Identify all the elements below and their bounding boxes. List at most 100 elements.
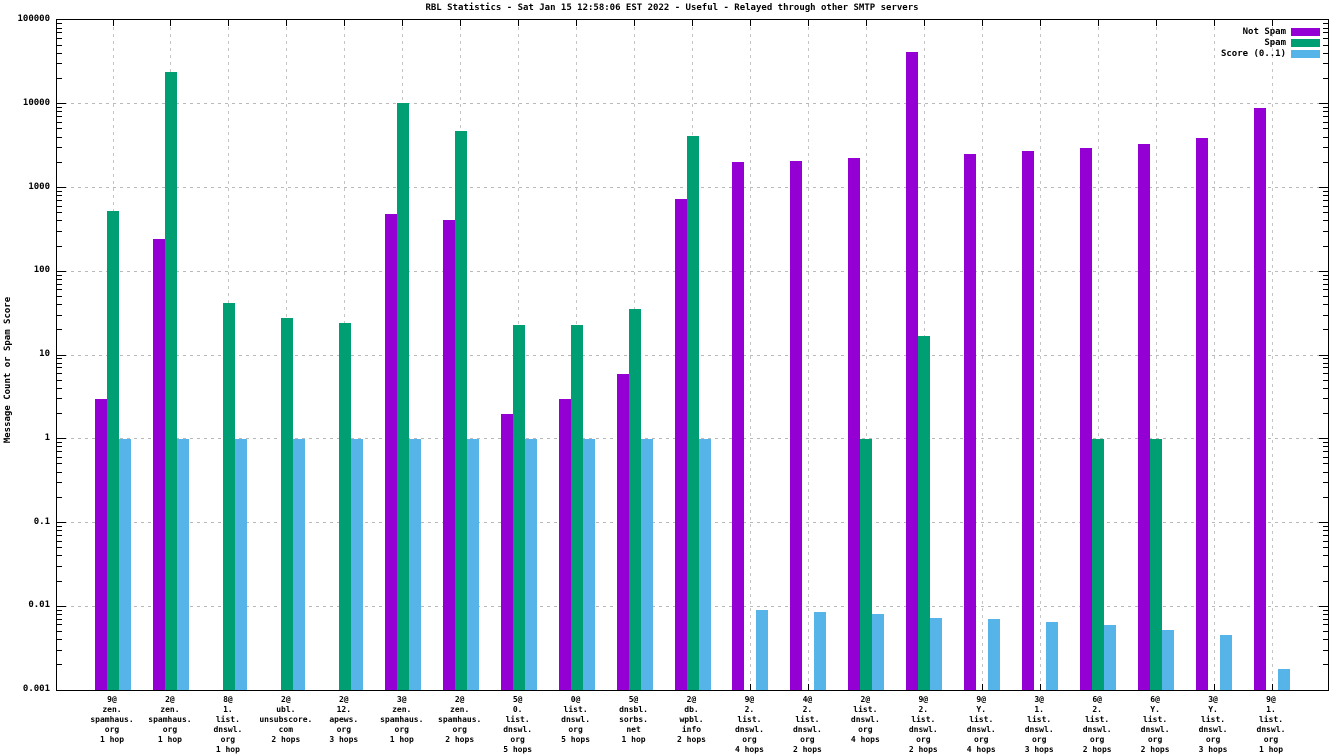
y-minor-tick-left	[57, 555, 62, 557]
legend-swatch	[1291, 28, 1320, 36]
y-minor-tick-left	[57, 446, 62, 448]
x-tick-bottom	[1271, 684, 1273, 690]
y-minor-tick-left	[57, 63, 62, 65]
bar-score-0-1	[756, 610, 769, 690]
bar-not-spam	[1196, 137, 1209, 690]
y-minor-tick-left	[57, 295, 62, 297]
x-gridline	[981, 20, 983, 690]
y-tick-label: 10000	[22, 97, 50, 108]
y-minor-tick-left	[57, 373, 62, 375]
y-minor-tick-right	[1323, 367, 1328, 369]
bar-score-0-1	[640, 438, 653, 690]
y-tick-label: 100	[33, 265, 50, 276]
x-category-label: 5@ dnsbl. sorbs. net 1 hop	[619, 695, 648, 744]
x-gridline	[1155, 20, 1157, 690]
bar-not-spam	[1022, 151, 1035, 690]
y-tick-label: 100000	[17, 14, 50, 24]
y-minor-tick-left	[57, 278, 62, 280]
bar-not-spam	[1254, 107, 1266, 690]
y-minor-tick-left	[57, 44, 62, 46]
y-minor-tick-right	[1323, 373, 1328, 375]
y-minor-tick-right	[1323, 555, 1328, 557]
x-category-label: 2@ zen. spamhaus. org 1 hop	[148, 695, 192, 744]
x-category-label: 2@ zen. spamhaus. org 2 hops	[438, 695, 482, 744]
y-minor-tick-right	[1323, 212, 1328, 214]
y-minor-tick-right	[1323, 456, 1328, 458]
y-minor-tick-left	[57, 283, 62, 285]
bar-score-0-1	[814, 612, 827, 690]
x-category-label: 2@ db. wpbl. info 2 hops	[677, 695, 706, 744]
plot-area	[56, 19, 1329, 691]
x-gridline	[1271, 20, 1273, 690]
x-tick-bottom	[1213, 684, 1215, 690]
y-minor-tick-right	[1323, 32, 1328, 34]
y-minor-tick-right	[1323, 314, 1328, 316]
bar-score-0-1	[234, 438, 247, 690]
x-category-label: 9@ zen. spamhaus. org 1 hop	[90, 695, 134, 744]
y-minor-tick-right	[1323, 52, 1328, 54]
y-minor-tick-right	[1323, 23, 1328, 25]
x-tick-top	[1213, 20, 1215, 26]
bar-not-spam	[848, 158, 861, 690]
y-minor-tick-left	[57, 205, 62, 207]
y-minor-tick-right	[1323, 530, 1328, 532]
y-minor-tick-right	[1323, 451, 1328, 453]
bar-not-spam	[152, 239, 165, 690]
y-minor-tick-left	[57, 121, 62, 123]
y-minor-tick-left	[57, 195, 62, 197]
y-minor-tick-left	[57, 624, 62, 626]
x-tick-top	[1271, 20, 1273, 26]
y-minor-tick-right	[1323, 245, 1328, 247]
bar-spam	[512, 324, 525, 690]
y-minor-tick-left	[57, 78, 62, 80]
y-minor-tick-right	[1323, 618, 1328, 620]
bar-score-0-1	[292, 438, 305, 690]
y-minor-tick-right	[1323, 413, 1328, 415]
y-minor-tick-right	[1323, 398, 1328, 400]
x-category-label: 3@ zen. spamhaus. org 1 hop	[380, 695, 424, 744]
x-gridline	[1097, 20, 1099, 690]
y-minor-tick-right	[1323, 387, 1328, 389]
x-tick-bottom	[1039, 684, 1041, 690]
y-minor-tick-left	[57, 367, 62, 369]
x-tick-top	[1155, 20, 1157, 26]
y-minor-tick-left	[57, 136, 62, 138]
x-category-label: 3@ Y. list. dnswl. org 3 hops	[1198, 695, 1228, 754]
bar-score-0-1	[930, 618, 943, 690]
y-minor-tick-right	[1323, 278, 1328, 280]
y-minor-tick-left	[57, 471, 62, 473]
y-major-tick-left	[57, 605, 66, 607]
y-minor-tick-right	[1323, 362, 1328, 364]
y-minor-tick-right	[1323, 27, 1328, 29]
y-major-tick-right	[1319, 605, 1328, 607]
x-tick-bottom	[749, 684, 751, 690]
y-minor-tick-left	[57, 413, 62, 415]
bar-not-spam	[95, 398, 107, 690]
y-minor-tick-right	[1323, 128, 1328, 130]
y-minor-tick-left	[57, 496, 62, 498]
x-tick-top	[112, 20, 114, 26]
legend-swatch	[1291, 39, 1320, 47]
y-minor-tick-left	[57, 147, 62, 149]
x-gridline	[865, 20, 867, 690]
y-minor-tick-left	[57, 530, 62, 532]
y-minor-tick-left	[57, 116, 62, 118]
y-minor-tick-right	[1323, 379, 1328, 381]
bar-spam	[107, 211, 119, 690]
y-minor-tick-left	[57, 456, 62, 458]
bar-not-spam	[790, 160, 803, 690]
y-minor-tick-right	[1323, 630, 1328, 632]
bar-score-0-1	[1162, 630, 1175, 690]
y-minor-tick-right	[1323, 534, 1328, 536]
bar-score-0-1	[582, 438, 595, 690]
x-category-label: 4@ 2. list. dnswl. org 2 hops	[792, 695, 822, 754]
bar-not-spam	[732, 162, 745, 690]
y-minor-tick-right	[1323, 121, 1328, 123]
bar-spam	[164, 71, 177, 690]
x-tick-top	[518, 20, 520, 26]
x-tick-top	[1039, 20, 1041, 26]
x-category-label: 9@ 1. list. dnswl. org 1 hop	[1256, 695, 1286, 754]
bar-spam	[918, 335, 931, 690]
y-minor-tick-right	[1323, 565, 1328, 567]
x-tick-top	[402, 20, 404, 26]
